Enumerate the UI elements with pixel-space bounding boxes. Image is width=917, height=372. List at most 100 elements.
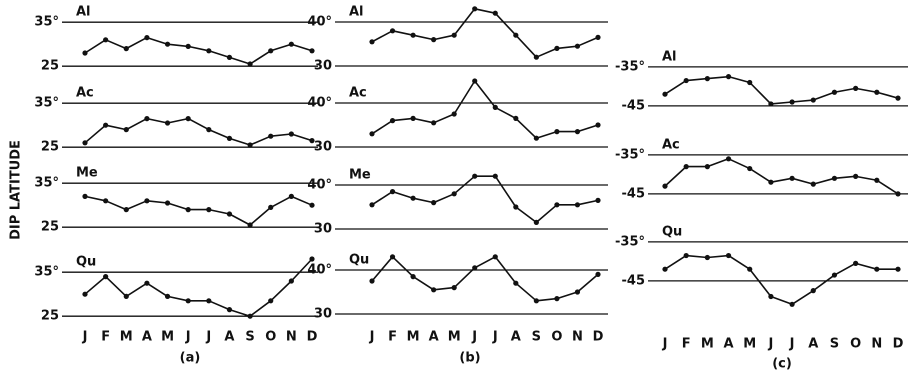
x-tick-label: N [572, 330, 583, 345]
data-point [492, 10, 498, 16]
x-tick-label: A [808, 337, 818, 352]
series-line [371, 175, 599, 224]
y-tick-label: 30 [314, 140, 332, 155]
data-point [831, 272, 838, 278]
data-point [268, 204, 274, 210]
panel-title: Qu [349, 253, 369, 268]
data-point [533, 54, 539, 60]
x-tick-label: J [471, 330, 477, 345]
data-point [226, 307, 233, 313]
data-point [574, 289, 581, 295]
data-point [247, 142, 253, 148]
data-point [574, 43, 581, 49]
y-tick-label: 35° [34, 176, 59, 191]
data-point [574, 202, 581, 208]
panel-title: Ac [76, 86, 94, 101]
data-point [513, 280, 519, 286]
y-tick-label: -45 [622, 98, 646, 113]
x-tick-label: O [850, 337, 861, 352]
data-point [789, 301, 795, 307]
data-point [164, 293, 171, 299]
data-point [410, 32, 416, 38]
x-tick-label: M [701, 337, 714, 352]
y-tick-label: 30 [314, 307, 332, 322]
series-line [84, 36, 313, 65]
data-point [853, 260, 859, 266]
data-point [144, 35, 150, 41]
data-point [554, 129, 560, 135]
data-point [185, 207, 191, 213]
data-point [747, 79, 753, 86]
x-tick-label: A [511, 330, 521, 345]
series-line [664, 158, 899, 195]
data-point [683, 252, 689, 259]
data-point [768, 293, 774, 300]
data-point [513, 32, 519, 38]
data-point [103, 122, 109, 128]
data-point [123, 207, 129, 213]
y-tick-label: 35° [34, 265, 59, 280]
data-point [410, 115, 416, 121]
data-point [389, 189, 396, 195]
y-tick-label: 30 [314, 59, 332, 74]
data-point [82, 50, 88, 56]
series-line [371, 256, 599, 302]
data-point [451, 32, 457, 38]
data-point [309, 256, 315, 262]
data-point [895, 266, 901, 272]
data-point [492, 173, 498, 179]
data-point [103, 198, 109, 204]
data-point [747, 165, 753, 172]
data-point [82, 140, 88, 146]
panel-caption: (a) [180, 351, 201, 366]
data-point [725, 156, 732, 162]
data-point [853, 173, 859, 179]
data-point [123, 46, 129, 52]
data-point [268, 133, 274, 139]
x-tick-label: M [448, 330, 461, 345]
data-point [492, 254, 498, 260]
data-point [554, 45, 560, 52]
data-point [895, 95, 901, 101]
data-point [451, 285, 457, 291]
y-tick-label: -45 [622, 273, 646, 288]
data-point [451, 191, 457, 197]
panel-title: Me [349, 168, 371, 183]
data-point [595, 122, 601, 128]
x-tick-label: D [307, 330, 318, 345]
data-point [472, 173, 478, 179]
data-point [185, 116, 191, 122]
data-point [810, 97, 816, 103]
data-point [82, 193, 88, 199]
data-point [226, 211, 233, 217]
data-point [389, 28, 396, 34]
data-point [704, 76, 710, 82]
data-point [747, 266, 753, 272]
data-point [206, 207, 212, 213]
data-point [683, 77, 689, 84]
panel-title: Al [349, 5, 364, 20]
data-point [389, 118, 396, 124]
data-point [533, 219, 539, 225]
y-tick-label: 25 [41, 59, 59, 74]
x-tick-label: A [142, 330, 152, 345]
data-point [369, 202, 375, 208]
data-point [103, 274, 109, 280]
data-point [410, 195, 416, 201]
x-tick-label: M [407, 330, 420, 345]
data-point [789, 99, 795, 105]
data-point [369, 39, 375, 45]
y-tick-label: 35° [34, 15, 59, 30]
data-point [533, 135, 539, 141]
x-tick-label: S [532, 330, 541, 345]
x-tick-label: J [369, 330, 375, 345]
data-point [874, 89, 880, 95]
panel-title: Ac [662, 137, 680, 152]
data-point [831, 175, 838, 181]
data-point [164, 200, 171, 206]
data-point [725, 252, 732, 259]
series-line [371, 8, 599, 58]
data-point [185, 298, 191, 304]
y-tick-label: 40° [307, 178, 332, 193]
